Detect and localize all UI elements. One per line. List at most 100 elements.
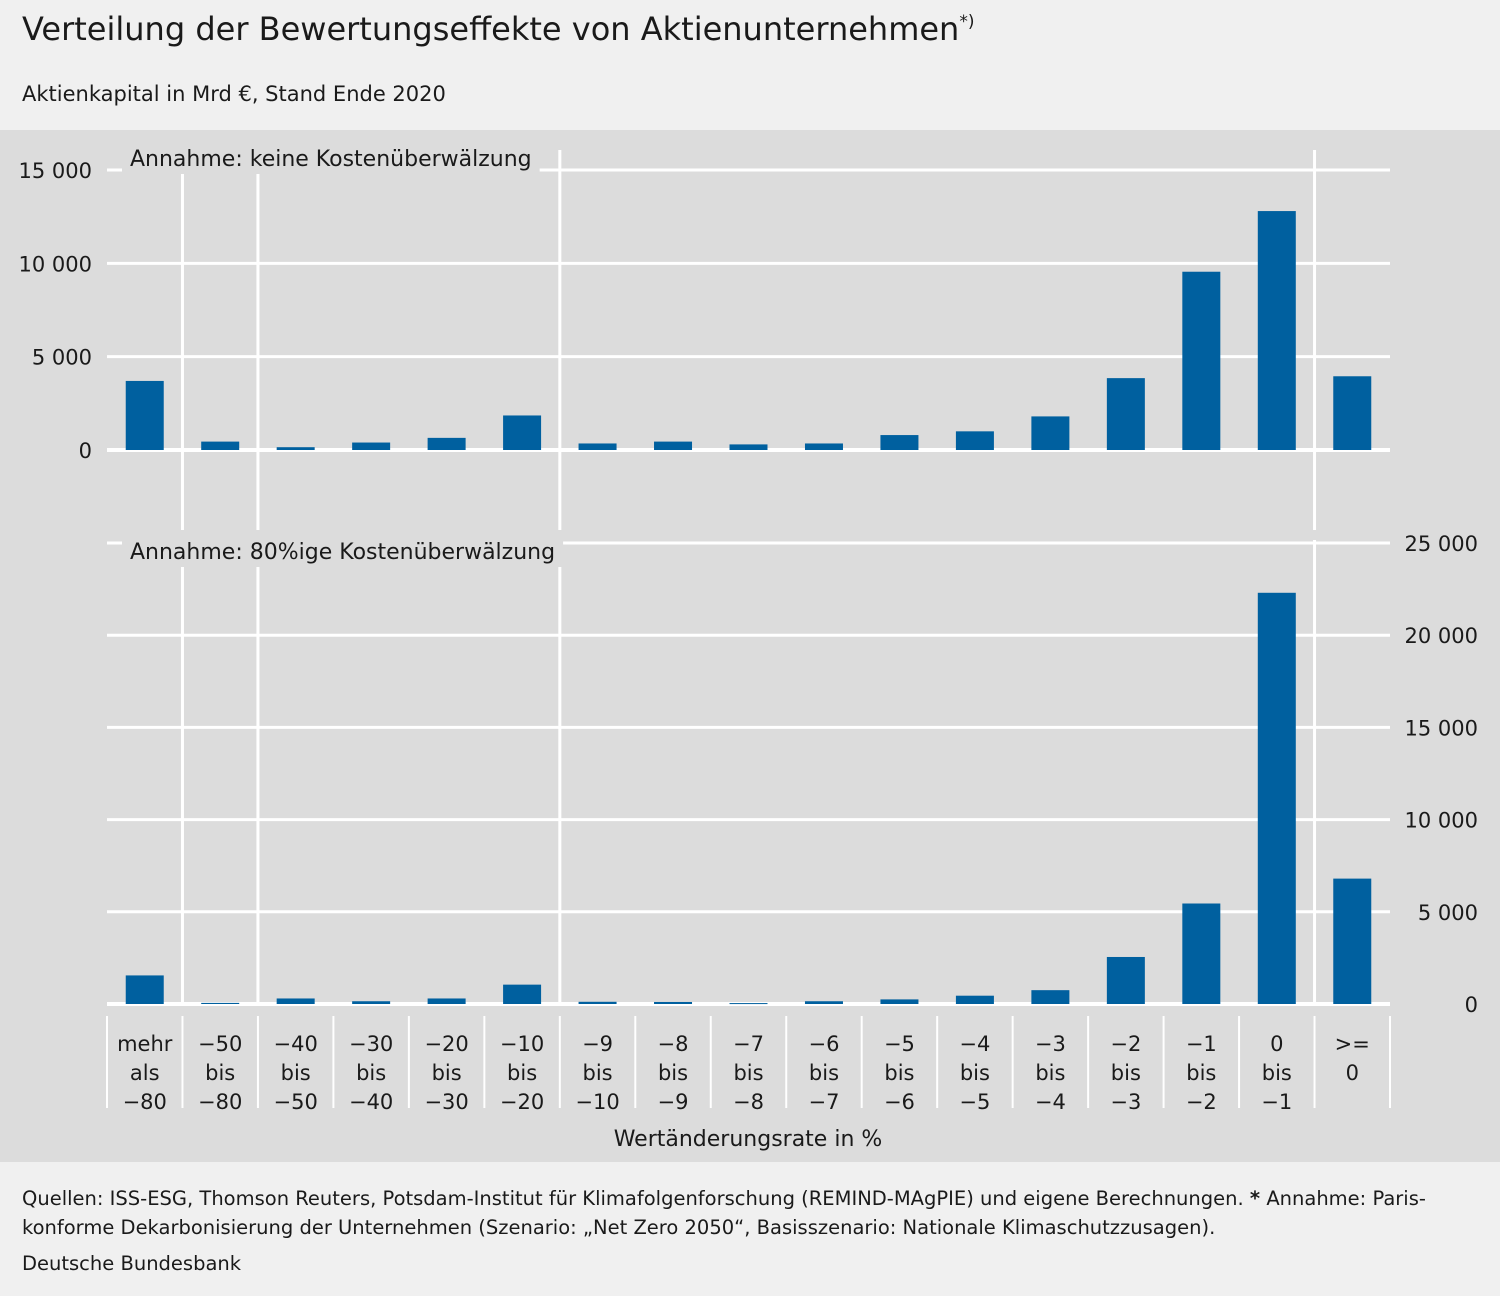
x-tick-label-line: −3 xyxy=(1110,1090,1141,1114)
x-tick-label: −30 bis −40 xyxy=(349,1032,393,1114)
x-tick-label-line: als xyxy=(130,1061,160,1085)
x-tick-label: −50 bis −80 xyxy=(198,1032,242,1114)
x-tick-label: −5 bis −6 xyxy=(884,1032,915,1114)
x-tick-label-line: −6 xyxy=(884,1090,915,1114)
x-tick-label-line: −40 xyxy=(274,1032,318,1056)
x-tick-label: −8 bis −9 xyxy=(658,1032,689,1114)
footnote-sources: Quellen: ISS-ESG, Thomson Reuters, Potsd… xyxy=(22,1187,1244,1210)
x-tick-label-line: bis xyxy=(507,1061,537,1085)
x-tick-label: −40 bis −50 xyxy=(274,1032,318,1114)
x-tick-label-line: −50 xyxy=(274,1090,318,1114)
x-tick-label-line: −4 xyxy=(959,1032,990,1056)
x-tick-label-line: −1 xyxy=(1186,1032,1217,1056)
x-tick-label-line: 0 xyxy=(1270,1032,1283,1056)
x-tick-label-line: bis xyxy=(733,1061,763,1085)
bar xyxy=(955,431,994,450)
x-tick-label-line: >= xyxy=(1335,1032,1370,1056)
x-tick-label-line: −10 xyxy=(500,1032,544,1056)
x-tick-label-line: bis xyxy=(356,1061,386,1085)
chart-subtitle: Aktienkapital in Mrd €, Stand Ende 2020 xyxy=(22,82,446,106)
x-tick-label-line: −80 xyxy=(198,1090,242,1114)
bar xyxy=(503,984,542,1004)
chart-panel: 0 5 000 10 000 15 000 Annahme: keine Kostenü… xyxy=(0,130,1500,1162)
x-tick-label-line: bis xyxy=(884,1061,914,1085)
x-tick-label: −10 bis −20 xyxy=(500,1032,544,1114)
bar xyxy=(1106,956,1145,1004)
x-tick-label-line: bis xyxy=(205,1061,235,1085)
x-tick-label-line: −5 xyxy=(884,1032,915,1056)
bar xyxy=(880,435,919,450)
footnote-marker: * xyxy=(1249,1187,1261,1210)
bar xyxy=(729,1003,768,1005)
x-tick-label: −6 bis −7 xyxy=(808,1032,839,1114)
bar xyxy=(276,998,315,1004)
x-axis-label-bold: Wertänderungsrate xyxy=(614,1127,835,1152)
bar xyxy=(352,1001,391,1004)
x-tick-label-line: −20 xyxy=(500,1090,544,1114)
x-tick-label: −4 bis −5 xyxy=(959,1032,990,1114)
bar xyxy=(654,1001,693,1004)
bar xyxy=(1182,271,1221,450)
y-tick-label: 20 000 xyxy=(1405,624,1478,648)
x-tick-label-line: −40 xyxy=(349,1090,393,1114)
bar xyxy=(578,443,617,450)
x-tick-label-line: −7 xyxy=(808,1090,839,1114)
bar xyxy=(1106,378,1145,450)
x-tick-label-line: bis xyxy=(809,1061,839,1085)
x-tick-label: −2 bis −3 xyxy=(1110,1032,1141,1114)
bar xyxy=(578,1001,617,1004)
x-tick-label-line: −8 xyxy=(658,1032,689,1056)
panel-label: Annahme: 80%ige Kostenüberwälzung xyxy=(130,540,555,565)
y-tick-label: 5 000 xyxy=(1418,901,1478,925)
bar xyxy=(201,1002,240,1004)
footnote-note: Annahme: Paris-konforme Dekarbonisierung… xyxy=(22,1187,1426,1239)
x-tick-label: −7 bis −8 xyxy=(733,1032,764,1114)
bar xyxy=(1257,592,1296,1004)
y-tick-label: 15 000 xyxy=(19,159,92,183)
y-tick-label: 10 000 xyxy=(19,252,92,276)
x-tick-label-line: bis xyxy=(1111,1061,1141,1085)
x-tick-label: −3 bis −4 xyxy=(1035,1032,1066,1114)
bar xyxy=(955,995,994,1004)
x-tick-label: mehr als −80 xyxy=(117,1032,173,1114)
x-tick-label-line: −3 xyxy=(1035,1032,1066,1056)
bar xyxy=(352,442,391,450)
x-tick-label-line: −30 xyxy=(349,1032,393,1056)
x-tick-label-line: bis xyxy=(432,1061,462,1085)
x-tick-label-line: bis xyxy=(583,1061,613,1085)
bar xyxy=(880,999,919,1004)
bar xyxy=(804,443,843,450)
bar xyxy=(1031,990,1070,1004)
x-tick-label: −20 bis −30 xyxy=(424,1032,468,1114)
bar xyxy=(1257,211,1296,450)
x-tick-label-line: −20 xyxy=(424,1032,468,1056)
x-tick-label: −9 bis −10 xyxy=(575,1032,619,1114)
x-tick-label-line: 0 xyxy=(1346,1061,1359,1085)
bar xyxy=(427,998,466,1004)
x-tick-label-line: −10 xyxy=(575,1090,619,1114)
publisher-label: Deutsche Bundesbank xyxy=(22,1252,242,1275)
x-tick-label-line: −2 xyxy=(1110,1032,1141,1056)
x-tick-label-line: bis xyxy=(1262,1061,1292,1085)
x-tick-label-line: −2 xyxy=(1186,1090,1217,1114)
bar xyxy=(125,380,164,450)
y-tick-label: 5 000 xyxy=(32,346,92,370)
x-tick-label-line: −6 xyxy=(808,1032,839,1056)
x-tick-label-line: −9 xyxy=(582,1032,613,1056)
x-tick-label-line: mehr xyxy=(117,1032,173,1056)
bar xyxy=(1031,416,1070,450)
x-tick-label: −1 bis −2 xyxy=(1186,1032,1217,1114)
x-tick-label-line: bis xyxy=(658,1061,688,1085)
y-tick-label: 15 000 xyxy=(1405,716,1478,740)
x-tick-label-line: bis xyxy=(1186,1061,1216,1085)
x-tick-label-line: −9 xyxy=(658,1090,689,1114)
bar xyxy=(1333,878,1372,1004)
x-tick-label-line: −5 xyxy=(959,1090,990,1114)
bar xyxy=(654,441,693,450)
panel-label-background xyxy=(122,142,540,174)
bar xyxy=(1182,903,1221,1004)
panel-label: Annahme: keine Kostenüberwälzung xyxy=(130,147,532,172)
x-axis-label: Wertänderungsrate in % xyxy=(614,1127,883,1152)
y-tick-label: 25 000 xyxy=(1405,532,1478,556)
x-tick-label-line: −4 xyxy=(1035,1090,1066,1114)
